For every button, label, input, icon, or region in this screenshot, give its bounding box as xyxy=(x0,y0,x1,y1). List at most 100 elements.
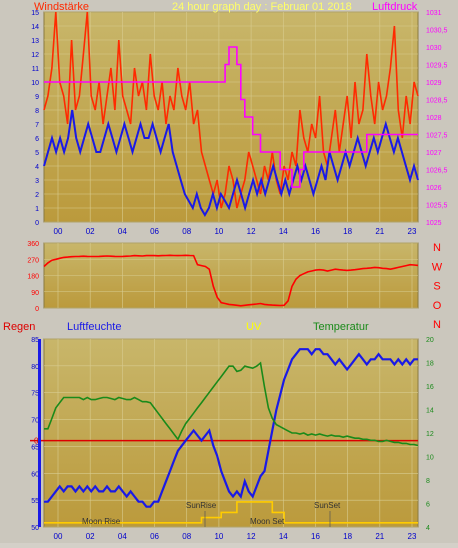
y-left-tick-label: 15 xyxy=(31,10,39,17)
y-right-tick-label: 14 xyxy=(426,408,434,415)
y-left-tick-label: 0 xyxy=(35,220,39,227)
annotation-label: Moon Rise xyxy=(82,517,121,526)
y-left-tick-label: 60 xyxy=(31,471,39,478)
y-right-tick-label: 1031 xyxy=(426,10,442,17)
y-left-tick-label: 80 xyxy=(31,364,39,371)
humidity-label: Luftfeuchte xyxy=(67,321,122,333)
y-right-tick-label: 12 xyxy=(426,431,434,438)
x-tick-label: 04 xyxy=(118,532,127,541)
temperature-label: Temperatur xyxy=(313,321,369,333)
x-tick-label: 00 xyxy=(54,532,63,541)
x-tick-label: 21 xyxy=(375,227,384,236)
plot-area-3 xyxy=(43,338,419,528)
y-right-tick-label: 10 xyxy=(426,455,434,462)
y-left-tick-label: 85 xyxy=(31,337,39,344)
y-left-tick-label: 2 xyxy=(35,192,39,199)
y-left-tick-label: 8 xyxy=(35,108,39,115)
x-tick-label: 10 xyxy=(214,532,223,541)
compass-label: N xyxy=(433,319,441,331)
x-tick-label: 12 xyxy=(247,532,256,541)
compass-label: N xyxy=(433,242,441,254)
x-tick-label: 23 xyxy=(408,227,417,236)
wind-gust-series xyxy=(43,11,419,209)
y-left-tick-label: 75 xyxy=(31,391,39,398)
y-left-tick-label: 5 xyxy=(35,150,39,157)
x-tick-label: 02 xyxy=(86,227,95,236)
x-tick-label: 23 xyxy=(408,532,417,541)
y-right-tick-label: 1030 xyxy=(426,45,442,52)
y-right-tick-label: 1028,5 xyxy=(426,98,448,105)
x-tick-label: 08 xyxy=(182,227,191,236)
compass-label: W xyxy=(432,261,443,273)
x-tick-label: 14 xyxy=(279,532,288,541)
wind-label: Windstärke xyxy=(34,1,90,13)
y-right-tick-label: 1027 xyxy=(426,150,442,157)
y-left-tick-label: 3 xyxy=(35,178,39,185)
x-tick-label: 14 xyxy=(279,227,288,236)
y-right-tick-label: 1025 xyxy=(426,220,442,227)
x-tick-label: 16 xyxy=(311,227,320,236)
y-right-tick-label: 4 xyxy=(426,525,430,532)
x-tick-label: 02 xyxy=(86,532,95,541)
y-left-tick-label: 12 xyxy=(31,52,39,59)
wind-direction-series xyxy=(43,254,419,307)
y-left-tick-label: 270 xyxy=(27,257,39,264)
annotation-label: Moon Set xyxy=(250,517,285,526)
x-tick-label: 12 xyxy=(247,227,256,236)
y-right-tick-label: 1026,5 xyxy=(426,168,448,175)
uv-series xyxy=(44,501,418,524)
x-tick-label: 00 xyxy=(54,227,63,236)
y-right-tick-label: 1025,5 xyxy=(426,203,448,210)
x-tick-label: 04 xyxy=(118,227,127,236)
y-left-tick-label: 360 xyxy=(27,241,39,248)
y-left-tick-label: 65 xyxy=(31,444,39,451)
y-left-tick-label: 1 xyxy=(35,206,39,213)
y-left-tick-label: 10 xyxy=(31,80,39,87)
x-tick-label: 16 xyxy=(311,532,320,541)
temperature-series xyxy=(44,361,419,447)
pressure-series xyxy=(44,46,418,188)
y-left-tick-label: 9 xyxy=(35,94,39,101)
y-right-tick-label: 16 xyxy=(426,384,434,391)
y-right-tick-label: 1028 xyxy=(426,115,442,122)
y-right-tick-label: 8 xyxy=(426,478,430,485)
y-right-tick-label: 1027,5 xyxy=(426,133,448,140)
y-left-tick-label: 14 xyxy=(31,24,39,31)
rain-label: Regen xyxy=(3,321,36,333)
y-right-tick-label: 20 xyxy=(426,337,434,344)
uv-label: UV xyxy=(246,321,262,333)
humidity-axis-bar xyxy=(38,339,41,527)
y-left-tick-label: 55 xyxy=(31,498,39,505)
graph-title: 24 hour graph day : Februar 01 2018 xyxy=(172,1,352,13)
humidity-series xyxy=(44,348,418,508)
y-right-tick-label: 1029,5 xyxy=(426,63,448,70)
y-right-tick-label: 18 xyxy=(426,361,434,368)
pressure-label: Luftdruck xyxy=(372,1,418,13)
y-right-tick-label: 1029 xyxy=(426,80,442,87)
x-tick-label: 06 xyxy=(150,532,159,541)
y-right-tick-label: 6 xyxy=(426,502,430,509)
y-right-tick-label: 1026 xyxy=(426,185,442,192)
y-left-tick-label: 70 xyxy=(31,418,39,425)
plot-area-1 xyxy=(43,11,419,223)
y-left-tick-label: 50 xyxy=(31,525,39,532)
annotation-label: SunRise xyxy=(186,501,217,510)
x-tick-label: 18 xyxy=(343,532,352,541)
y-left-tick-label: 4 xyxy=(35,164,39,171)
x-tick-label: 06 xyxy=(150,227,159,236)
y-left-tick-label: 13 xyxy=(31,38,39,45)
x-tick-label: 21 xyxy=(375,532,384,541)
compass-label: O xyxy=(433,300,442,312)
compass-label: S xyxy=(433,281,440,293)
x-tick-label: 10 xyxy=(214,227,223,236)
y-right-tick-label: 1030,5 xyxy=(426,28,448,35)
rain-zero-label: 0 xyxy=(34,437,39,446)
wind-avg-series xyxy=(43,109,419,217)
y-left-tick-label: 0 xyxy=(35,306,39,313)
y-left-tick-label: 90 xyxy=(31,290,39,297)
annotation-label: SunSet xyxy=(314,501,341,510)
x-tick-label: 08 xyxy=(182,532,191,541)
y-left-tick-label: 11 xyxy=(32,66,39,73)
